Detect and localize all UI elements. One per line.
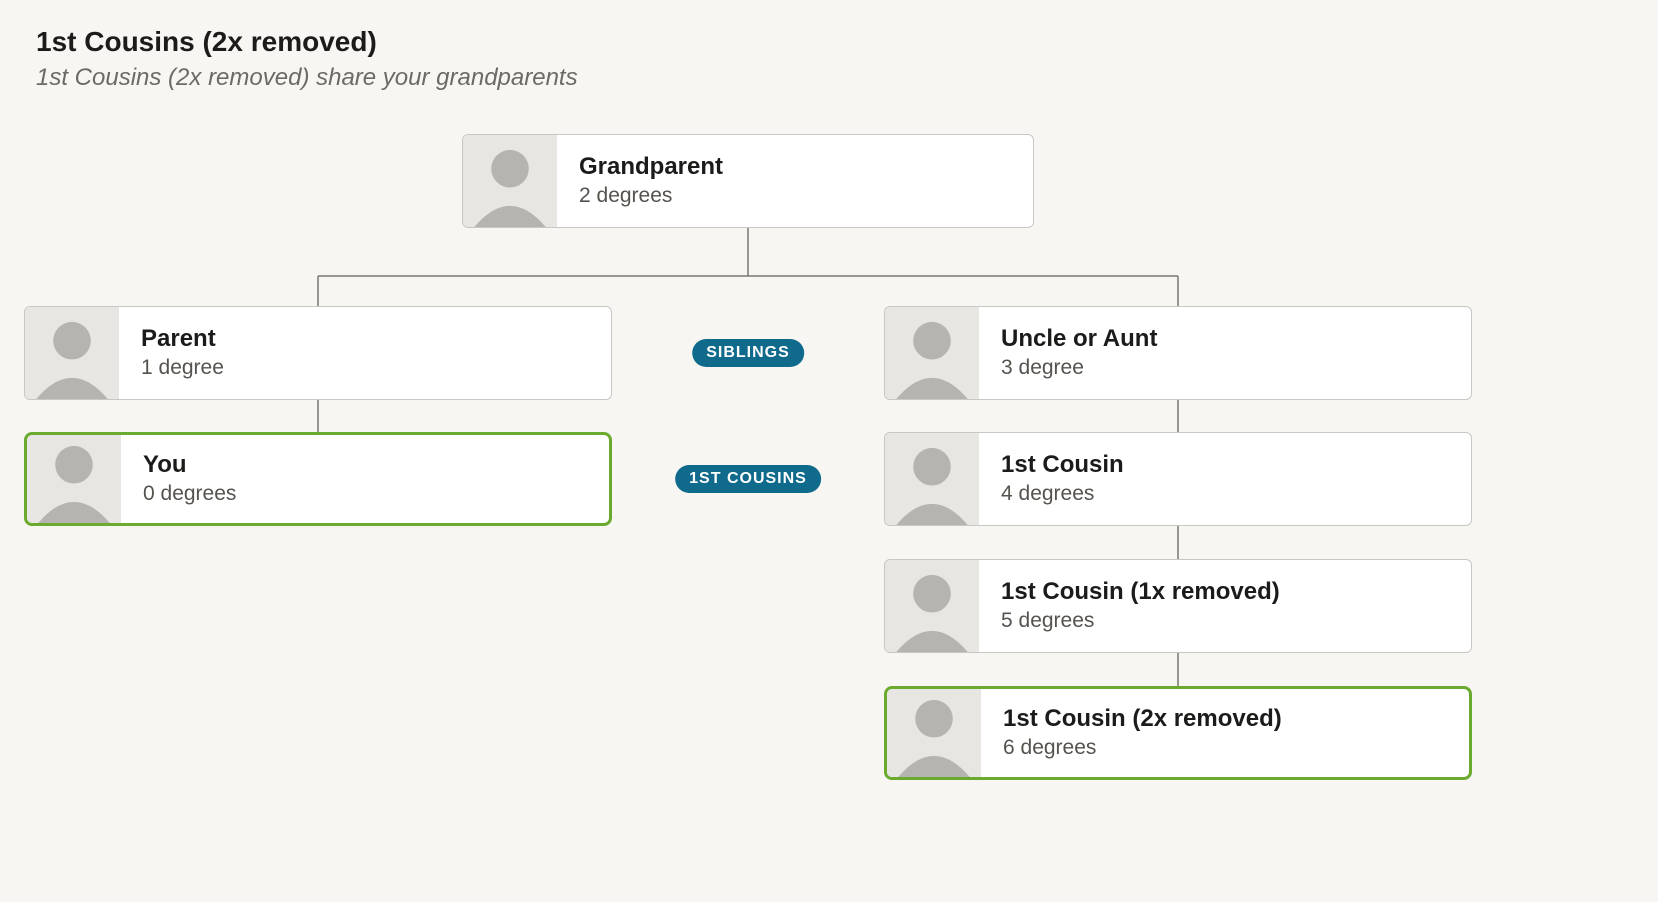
node-label: 1st Cousin (1x removed)	[1001, 578, 1453, 606]
node-degree: 5 degrees	[1001, 608, 1453, 634]
node-label: You	[143, 451, 591, 479]
node-label: Grandparent	[579, 153, 1015, 181]
node-you: You 0 degrees	[24, 432, 612, 526]
avatar-icon	[885, 560, 979, 652]
avatar-icon	[27, 435, 121, 523]
node-degree: 4 degrees	[1001, 481, 1453, 507]
diagram-stage: 1st Cousins (2x removed) 1st Cousins (2x…	[0, 0, 1658, 902]
node-uncle-aunt: Uncle or Aunt 3 degree	[884, 306, 1472, 400]
node-1st-cousin-2x: 1st Cousin (2x removed) 6 degrees	[884, 686, 1472, 780]
node-label: Parent	[141, 325, 593, 353]
badge-siblings: SIBLINGS	[692, 339, 804, 367]
node-grandparent: Grandparent 2 degrees	[462, 134, 1034, 228]
node-1st-cousin: 1st Cousin 4 degrees	[884, 432, 1472, 526]
node-label: 1st Cousin	[1001, 451, 1453, 479]
node-degree: 2 degrees	[579, 183, 1015, 209]
node-1st-cousin-1x: 1st Cousin (1x removed) 5 degrees	[884, 559, 1472, 653]
badge-1st-cousins: 1ST COUSINS	[675, 465, 821, 493]
node-parent: Parent 1 degree	[24, 306, 612, 400]
node-label: Uncle or Aunt	[1001, 325, 1453, 353]
avatar-icon	[885, 433, 979, 525]
node-degree: 0 degrees	[143, 481, 591, 507]
avatar-icon	[463, 135, 557, 227]
node-degree: 3 degree	[1001, 355, 1453, 381]
page-subtitle: 1st Cousins (2x removed) share your gran…	[36, 64, 578, 92]
node-degree: 1 degree	[141, 355, 593, 381]
node-label: 1st Cousin (2x removed)	[1003, 705, 1451, 733]
avatar-icon	[885, 307, 979, 399]
avatar-icon	[887, 689, 981, 777]
page-title: 1st Cousins (2x removed)	[36, 26, 377, 58]
avatar-icon	[25, 307, 119, 399]
node-degree: 6 degrees	[1003, 735, 1451, 761]
